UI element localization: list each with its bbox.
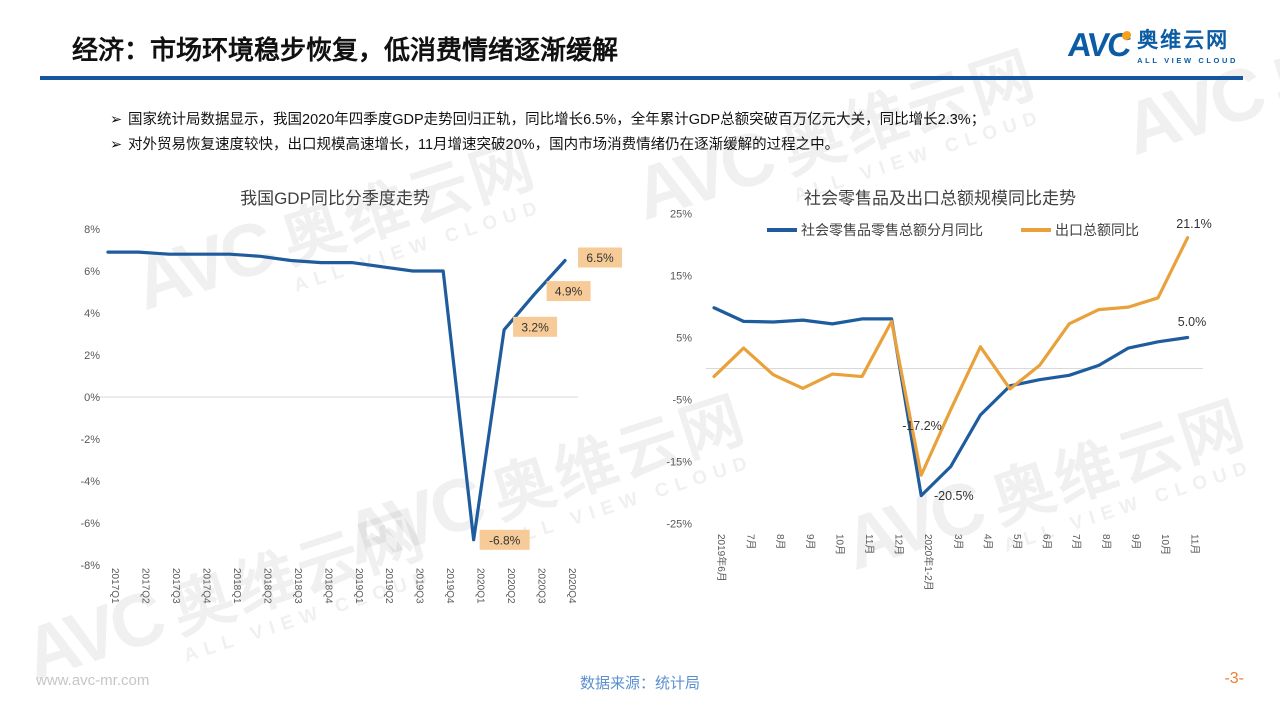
svg-text:4%: 4% <box>84 308 100 320</box>
svg-text:8月: 8月 <box>1100 534 1112 550</box>
svg-text:2019Q1: 2019Q1 <box>353 568 364 604</box>
svg-text:2020Q2: 2020Q2 <box>505 568 516 604</box>
retail-export-chart: 社会零售品及出口总额规模同比走势 社会零售品零售总额分月同比 出口总额同比 25… <box>650 182 1256 660</box>
svg-text:2020Q3: 2020Q3 <box>536 568 547 604</box>
page-number: -3- <box>1224 670 1244 687</box>
svg-text:21.1%: 21.1% <box>1176 217 1211 231</box>
svg-text:2019Q4: 2019Q4 <box>444 568 455 604</box>
svg-text:2017Q1: 2017Q1 <box>109 568 120 604</box>
svg-text:6%: 6% <box>84 266 100 278</box>
gdp-quarterly-chart: 我国GDP同比分季度走势 8% 6% 4% 2% 0% -2% -4% -6% -8% 2017Q… <box>60 182 645 647</box>
svg-text:12月: 12月 <box>893 534 905 555</box>
chart-legend: 社会零售品零售总额分月同比 出口总额同比 <box>650 220 1256 240</box>
bullet-item: ➢ 国家统计局数据显示，我国2020年四季度GDP走势回归正轨，同比增长6.5%… <box>110 108 1190 133</box>
svg-text:2017Q4: 2017Q4 <box>200 568 211 604</box>
svg-text:-20.5%: -20.5% <box>934 489 974 503</box>
bullet-list: ➢ 国家统计局数据显示，我国2020年四季度GDP走势回归正轨，同比增长6.5%… <box>110 108 1190 158</box>
svg-text:-25%: -25% <box>666 519 692 531</box>
svg-text:4.9%: 4.9% <box>555 285 583 299</box>
svg-text:2018Q1: 2018Q1 <box>231 568 242 604</box>
svg-text:2018Q3: 2018Q3 <box>292 568 303 604</box>
svg-text:2018Q2: 2018Q2 <box>261 568 272 604</box>
svg-text:3月: 3月 <box>952 534 964 550</box>
retail-export-line-plot: 25% 15% 5% -5% -15% -25% 2019年6月 7月 8月 9月 10月 11月 12… <box>666 209 1211 591</box>
svg-text:2019年6月: 2019年6月 <box>715 534 728 582</box>
svg-text:11月: 11月 <box>863 534 875 554</box>
svg-text:-5%: -5% <box>672 395 692 407</box>
svg-text:-6.8%: -6.8% <box>489 533 521 547</box>
svg-text:5%: 5% <box>676 333 692 345</box>
logo-en-text: ALL VIEW CLOUD <box>1137 56 1238 65</box>
svg-text:2020年1-2月: 2020年1-2月 <box>922 534 935 591</box>
avc-logo-mark: AVC <box>1066 25 1132 63</box>
svg-text:7月: 7月 <box>745 534 757 550</box>
bullet-arrow-icon: ➢ <box>110 112 123 128</box>
svg-text:2019Q3: 2019Q3 <box>414 568 425 604</box>
svg-text:7月: 7月 <box>1070 534 1082 550</box>
svg-text:-4%: -4% <box>80 476 100 488</box>
svg-text:-15%: -15% <box>666 457 692 469</box>
svg-text:-2%: -2% <box>80 434 100 446</box>
legend-item-export: 出口总额同比 <box>1021 220 1139 240</box>
svg-text:2%: 2% <box>84 350 100 362</box>
chart-title: 社会零售品及出口总额规模同比走势 <box>804 189 1076 208</box>
gdp-line-plot: 8% 6% 4% 2% 0% -2% -4% -6% -8% 2017Q1 2017Q2 2017Q3… <box>80 224 623 604</box>
svg-text:6.5%: 6.5% <box>586 251 614 265</box>
svg-text:10月: 10月 <box>1159 534 1171 555</box>
svg-text:8%: 8% <box>84 224 100 236</box>
svg-text:9月: 9月 <box>1129 534 1141 550</box>
svg-text:-8%: -8% <box>80 560 100 572</box>
svg-text:10月: 10月 <box>833 534 845 555</box>
chart-title: 我国GDP同比分季度走势 <box>240 189 430 208</box>
legend-line-swatch <box>767 228 797 232</box>
svg-text:6月: 6月 <box>1041 534 1053 550</box>
legend-label: 社会零售品零售总额分月同比 <box>801 222 983 238</box>
page-title: 经济：市场环境稳步恢复，低消费情绪逐渐缓解 <box>72 35 619 65</box>
svg-text:-6%: -6% <box>80 518 100 530</box>
svg-text:0%: 0% <box>84 392 100 404</box>
title-underline <box>40 76 1243 80</box>
svg-text:2020Q1: 2020Q1 <box>475 568 486 604</box>
logo-cn-text: 奥维云网 <box>1137 29 1230 52</box>
svg-text:2020Q4: 2020Q4 <box>566 568 577 604</box>
svg-text:25%: 25% <box>670 209 692 221</box>
svg-text:4月: 4月 <box>981 534 993 550</box>
logo-dot-icon <box>1121 30 1132 40</box>
svg-text:8月: 8月 <box>774 534 786 550</box>
svg-text:2019Q2: 2019Q2 <box>383 568 394 604</box>
svg-text:11月: 11月 <box>1189 534 1201 554</box>
bullet-arrow-icon: ➢ <box>110 137 123 153</box>
legend-label: 出口总额同比 <box>1055 222 1139 238</box>
svg-text:-17.2%: -17.2% <box>902 419 942 433</box>
footer-website: www.avc-mr.com <box>36 672 150 689</box>
svg-text:9月: 9月 <box>804 534 816 550</box>
svg-text:2017Q3: 2017Q3 <box>170 568 181 604</box>
svg-text:5.0%: 5.0% <box>1178 315 1207 329</box>
bullet-item: ➢ 对外贸易恢复速度较快，出口规模高速增长，11月增速突破20%，国内市场消费情… <box>110 133 1190 158</box>
svg-text:2017Q2: 2017Q2 <box>139 568 150 604</box>
bullet-text: 国家统计局数据显示，我国2020年四季度GDP走势回归正轨，同比增长6.5%，全… <box>128 112 986 128</box>
bullet-text: 对外贸易恢复速度较快，出口规模高速增长，11月增速突破20%，国内市场消费情绪仍… <box>128 137 840 153</box>
svg-text:15%: 15% <box>670 271 692 283</box>
svg-text:2018Q4: 2018Q4 <box>322 568 333 604</box>
svg-text:3.2%: 3.2% <box>521 320 549 334</box>
footer-data-source: 数据来源：统计局 <box>579 675 700 692</box>
avc-logo: AVC 奥维云网 ALL VIEW CLOUD <box>1066 24 1238 66</box>
legend-item-retail: 社会零售品零售总额分月同比 <box>767 220 983 240</box>
svg-text:5月: 5月 <box>1011 534 1023 550</box>
legend-line-swatch <box>1021 228 1051 232</box>
